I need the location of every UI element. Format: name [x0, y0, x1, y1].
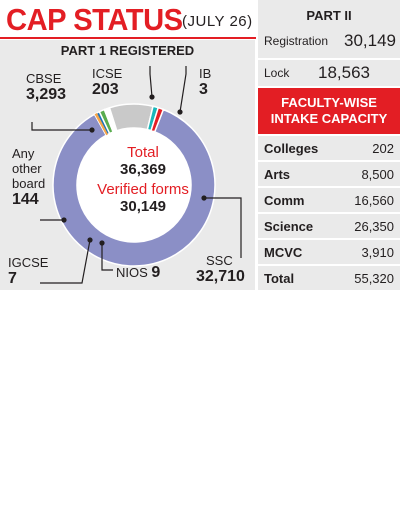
faculty-row-name: Science: [264, 219, 314, 234]
faculty-row-mcvc: MCVC 3,910: [258, 240, 400, 264]
label-other-line2: other: [12, 161, 42, 176]
faculty-row-total: Total 55,320: [258, 266, 400, 290]
leader-dot-cbse: [89, 127, 95, 133]
leader-icse: [149, 66, 153, 98]
faculty-row-arts: Arts 8,500: [258, 162, 400, 186]
label-icse: ICSE 203: [92, 66, 122, 98]
faculty-row-value: 55,320: [354, 271, 394, 286]
donut-slice-ib: [150, 106, 165, 133]
registration-value: 30,149: [344, 31, 396, 50]
donut-slice-nios-accent: [94, 112, 108, 136]
label-icse-value: 203: [92, 81, 119, 98]
label-nios: NIOS 9: [116, 264, 160, 281]
faculty-row-name: Arts: [264, 167, 291, 182]
cap-status-graphic: CAP STATUS (JULY 26) PART 1 REGISTERED: [0, 0, 400, 294]
label-ssc-value: 32,710: [196, 268, 245, 285]
faculty-title-line2: INTAKE CAPACITY: [270, 111, 388, 126]
leader-igcse: [40, 239, 91, 284]
leader-dot-igcse: [87, 237, 93, 243]
leader-dot-ssc: [201, 195, 207, 201]
label-other-line3: board: [12, 176, 46, 191]
label-nios-value: 9: [151, 264, 161, 281]
label-nios-name: NIOS: [116, 265, 148, 280]
part1-chart-panel: PART 1 REGISTERED CBSE 3: [0, 40, 255, 290]
leader-nios: [101, 243, 113, 271]
donut-chart: [31, 66, 242, 284]
label-cbse-name: CBSE: [26, 71, 62, 86]
faculty-row-value: 202: [372, 141, 394, 156]
chart-title: PART 1 REGISTERED: [60, 43, 195, 58]
label-ssc-name: SSC: [206, 253, 233, 268]
center-total-label: Total: [127, 144, 159, 161]
center-verified-label: Verified forms: [97, 181, 189, 198]
donut-center: Total 36,369 Verified forms 30,149: [83, 144, 203, 215]
label-ib: IB 3: [199, 66, 211, 98]
label-ib-value: 3: [199, 81, 208, 98]
part2-registration-row: Registration 30,149: [264, 31, 396, 50]
center-total-value: 36,369: [120, 161, 166, 178]
leader-dot-ib: [177, 109, 183, 115]
leader-dot-other: [61, 217, 67, 223]
right-column: PART II Registration 30,149 Lock 18,563 …: [258, 0, 400, 294]
faculty-row-science: Science 26,350: [258, 214, 400, 238]
center-verified-value: 30,149: [120, 198, 166, 215]
label-cbse: CBSE 3,293: [26, 71, 66, 103]
label-igcse: IGCSE 7: [8, 255, 48, 287]
lock-value: 18,563: [318, 63, 370, 82]
leader-ssc: [204, 197, 242, 258]
leader-cbse: [31, 122, 92, 131]
label-cbse-value: 3,293: [26, 86, 67, 103]
faculty-row-name: Colleges: [264, 141, 319, 156]
label-other-line1: Any: [12, 146, 35, 161]
faculty-title-line1: FACULTY-WISE: [281, 95, 377, 110]
faculty-row-comm: Comm 16,560: [258, 188, 400, 212]
leader-dot-icse: [149, 94, 155, 100]
label-igcse-value: 7: [8, 270, 17, 287]
donut-slice-cbse: [108, 103, 154, 132]
label-ib-name: IB: [199, 66, 212, 81]
label-icse-name: ICSE: [92, 66, 123, 81]
registration-label: Registration: [264, 34, 329, 48]
part2-title: PART II: [306, 8, 352, 23]
leader-dot-nios: [99, 240, 105, 246]
faculty-header: FACULTY-WISE INTAKE CAPACITY: [258, 88, 400, 134]
label-ssc: SSC 32,710: [196, 253, 245, 285]
label-other-value: 144: [12, 191, 39, 208]
part2-lock-row: Lock 18,563: [258, 60, 400, 86]
part2-panel: PART II Registration 30,149: [258, 0, 400, 58]
leader-ib: [179, 66, 187, 113]
lock-label: Lock: [264, 66, 290, 80]
faculty-row-value: 26,350: [354, 219, 394, 234]
faculty-row-name: MCVC: [264, 245, 303, 260]
graphic-date: (JULY 26): [182, 13, 253, 30]
label-other: Any other board 144: [12, 146, 45, 208]
label-igcse-name: IGCSE: [8, 255, 49, 270]
faculty-row-name: Comm: [264, 193, 305, 208]
donut-slice-ssc: [52, 108, 216, 267]
title-underline: [0, 37, 256, 39]
faculty-row-name: Total: [264, 271, 295, 286]
faculty-row-value: 3,910: [361, 245, 394, 260]
faculty-row-value: 8,500: [361, 167, 394, 182]
donut-hole: [77, 128, 191, 242]
faculty-row-value: 16,560: [354, 193, 394, 208]
graphic-title: CAP STATUS: [6, 2, 183, 37]
faculty-row-colleges: Colleges 202: [258, 136, 400, 160]
